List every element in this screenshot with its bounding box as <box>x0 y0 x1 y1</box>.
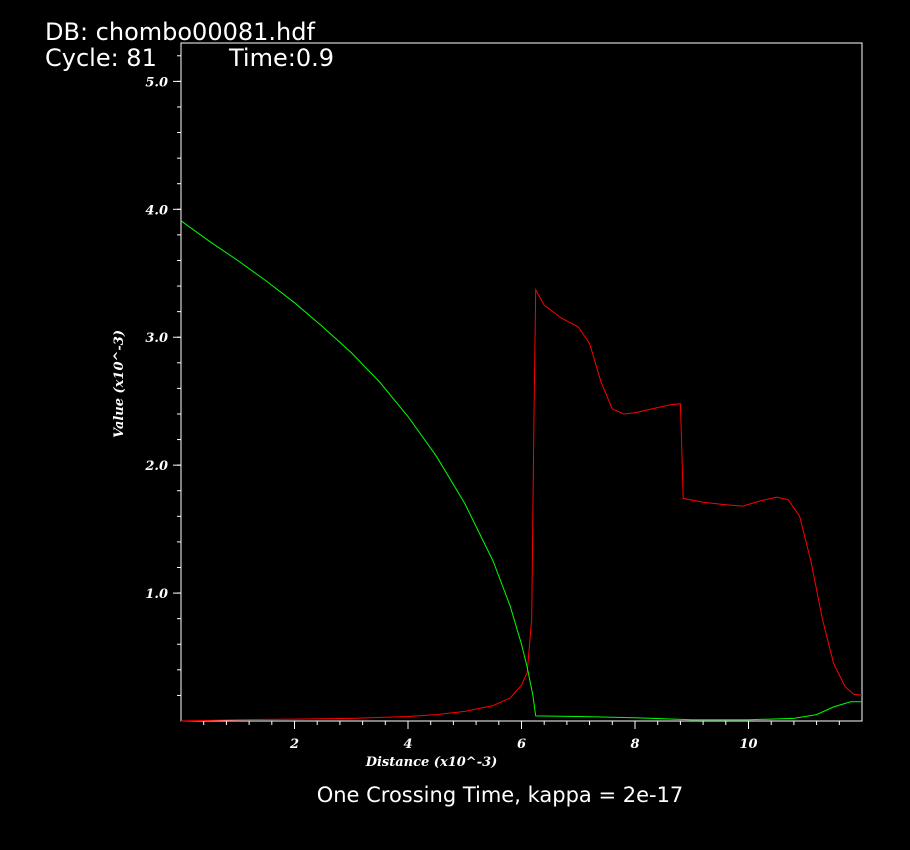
x-tick-label: 6 <box>517 737 526 752</box>
series-line-2 <box>180 220 862 721</box>
y-axis-ticks: 1.0 2.0 3.0 4.0 5.0 <box>144 75 181 602</box>
y-tick-label: 2.0 <box>144 459 168 474</box>
x-axis-ticks: 2 4 6 8 10 <box>289 721 758 752</box>
x-tick-label: 2 <box>289 737 299 752</box>
x-tick-label: 4 <box>403 737 412 752</box>
y-tick-label: 4.0 <box>145 203 168 218</box>
db-label: DB: chombo00081.hdf <box>45 18 315 46</box>
y-tick-label: 3.0 <box>145 331 168 346</box>
y-minor-ticks <box>177 55 181 696</box>
plot-frame <box>180 42 863 722</box>
series-line-1 <box>180 288 863 722</box>
y-axis-label: Value (x10^-3) <box>112 330 127 438</box>
cycle-label: Cycle: 81 <box>45 44 157 72</box>
x-axis-label: Distance (x10^-3) <box>365 755 498 770</box>
y-tick-label: 5.0 <box>145 75 168 90</box>
time-label: Time:0.9 <box>228 44 334 72</box>
x-tick-label: 8 <box>630 737 639 752</box>
x-tick-label: 10 <box>739 737 757 752</box>
chart-caption: One Crossing Time, kappa = 2e-17 <box>317 783 684 807</box>
y-tick-label: 1.0 <box>145 587 168 602</box>
series-group <box>180 220 863 722</box>
